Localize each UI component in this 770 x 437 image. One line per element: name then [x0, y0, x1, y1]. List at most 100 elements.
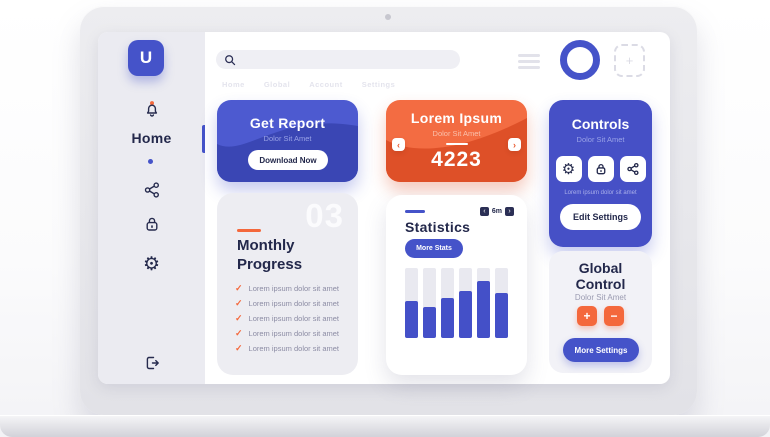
bar-fill — [495, 293, 508, 338]
lock-icon — [145, 217, 158, 231]
bar-track — [495, 268, 508, 338]
checklist-item: ✓ Lorem ipsum dolor sit amet — [235, 281, 353, 296]
chevron-right-icon: › — [513, 139, 516, 150]
hamburger-icon — [518, 54, 540, 57]
menu-button[interactable] — [518, 54, 540, 69]
divider — [445, 143, 468, 145]
lock-icon — [596, 164, 605, 175]
bar-track — [423, 268, 436, 338]
edit-settings-button[interactable]: Edit Settings — [560, 204, 641, 230]
share-icon — [144, 182, 159, 198]
statistics-card: ‹ 6m › Statistics More Stats — [386, 195, 527, 375]
lock-control-button[interactable] — [587, 156, 614, 182]
card-title: Global Control — [575, 260, 626, 293]
chevron-right-icon: › — [508, 208, 511, 215]
sidebar-dot — [148, 159, 153, 164]
period-selector: ‹ 6m › — [479, 207, 514, 216]
logout-button[interactable] — [98, 354, 205, 372]
increment-button[interactable]: + — [577, 306, 597, 326]
top-nav: Home Global Account Settings — [222, 80, 395, 89]
check-icon: ✓ — [235, 313, 243, 323]
card-title: Lorem Ipsum — [410, 110, 503, 126]
period-next-button[interactable]: › — [505, 207, 514, 216]
sidebar-item-security[interactable] — [98, 215, 205, 233]
webcam-dot — [385, 14, 391, 20]
checklist-item-label: Lorem ipsum dolor sit amet — [248, 329, 339, 338]
laptop-base — [0, 415, 770, 437]
add-widget-button[interactable]: + — [614, 44, 645, 77]
nav-link-account[interactable]: Account — [309, 80, 343, 89]
card-subtitle: Dolor Sit Amet — [574, 293, 627, 302]
share-control-button[interactable] — [619, 156, 646, 182]
gear-icon: ⚙ — [142, 254, 161, 275]
check-icon: ✓ — [235, 298, 243, 308]
prev-button[interactable]: ‹ — [392, 138, 405, 151]
settings-control-button[interactable]: ⚙ — [555, 156, 582, 182]
nav-link-home[interactable]: Home — [222, 80, 245, 89]
counter-card: Lorem Ipsum Dolor Sit Amet 4223 ‹ › — [386, 100, 527, 182]
download-now-button[interactable]: Download Now — [248, 150, 328, 170]
accent-line — [405, 210, 425, 213]
counter-value: 4223 — [431, 148, 482, 171]
card-title: Monthly Progress — [237, 237, 303, 273]
bar-track — [477, 268, 490, 338]
get-report-card: Get Report Dolor Sit Amet Download Now — [217, 100, 358, 182]
search-bar[interactable] — [216, 50, 460, 69]
gear-icon: ⚙ — [561, 160, 576, 178]
minus-icon: − — [610, 309, 618, 323]
active-item-indicator — [202, 125, 205, 153]
checklist-item: ✓ Lorem ipsum dolor sit amet — [235, 296, 353, 311]
logout-icon — [146, 356, 159, 370]
nav-link-settings[interactable]: Settings — [361, 80, 396, 89]
sidebar-item-share[interactable] — [98, 181, 205, 199]
more-stats-button[interactable]: More Stats — [405, 239, 463, 258]
share-icon — [626, 162, 639, 176]
app-logo[interactable]: U — [128, 40, 164, 76]
stats-bar-chart — [405, 268, 508, 338]
bar-fill — [459, 291, 472, 338]
global-control-card: Global Control Dolor Sit Amet + − More S… — [549, 251, 652, 373]
period-label: 6m — [491, 208, 502, 215]
sidebar-item-home[interactable]: Home — [131, 130, 172, 146]
card-subtitle: Dolor Sit Amet — [576, 135, 625, 144]
search-input[interactable] — [242, 54, 452, 65]
check-icon: ✓ — [235, 328, 243, 338]
checklist-item-label: Lorem ipsum dolor sit amet — [248, 344, 339, 353]
checklist-item: ✓ Lorem ipsum dolor sit amet — [235, 326, 353, 341]
dashboard-screen: U Home — [98, 32, 670, 384]
search-icon — [225, 54, 236, 65]
notifications-button[interactable] — [98, 100, 205, 118]
controls-caption: Lorem ipsum dolor sit amet — [564, 190, 637, 196]
bar-track — [405, 268, 418, 338]
checklist-item-label: Lorem ipsum dolor sit amet — [248, 314, 339, 323]
period-prev-button[interactable]: ‹ — [479, 207, 489, 216]
card-title: Statistics — [405, 219, 471, 235]
bar-fill — [441, 298, 454, 338]
checklist-item-label: Lorem ipsum dolor sit amet — [248, 299, 339, 308]
monthly-progress-card: 03 Monthly Progress ✓ Lorem ipsum dolor s… — [217, 193, 358, 375]
plus-icon: + — [625, 53, 634, 68]
check-icon: ✓ — [235, 283, 243, 293]
card-title: Controls — [571, 116, 630, 132]
nav-link-global[interactable]: Global — [263, 80, 291, 89]
bar-track — [459, 268, 472, 338]
more-settings-button[interactable]: More Settings — [563, 338, 639, 362]
bar-track — [441, 268, 454, 338]
wave-decoration — [386, 118, 527, 182]
checklist-item-label: Lorem ipsum dolor sit amet — [248, 284, 339, 293]
plus-icon: + — [583, 309, 591, 323]
bar-fill — [477, 281, 490, 338]
chevron-left-icon: ‹ — [483, 208, 486, 215]
sidebar-item-settings[interactable]: ⚙ — [98, 255, 205, 274]
checklist-item: ✓ Lorem ipsum dolor sit amet — [235, 341, 353, 356]
progress-number: 03 — [305, 197, 344, 234]
card-subtitle: Dolor Sit Amet — [432, 129, 481, 138]
accent-line — [237, 229, 261, 232]
bar-fill — [423, 307, 436, 338]
decrement-button[interactable]: − — [604, 306, 624, 326]
next-button[interactable]: › — [508, 138, 521, 151]
bell-icon — [146, 101, 157, 117]
controls-icon-row: ⚙ — [549, 156, 652, 182]
check-icon: ✓ — [235, 343, 243, 353]
user-avatar[interactable] — [560, 40, 600, 80]
